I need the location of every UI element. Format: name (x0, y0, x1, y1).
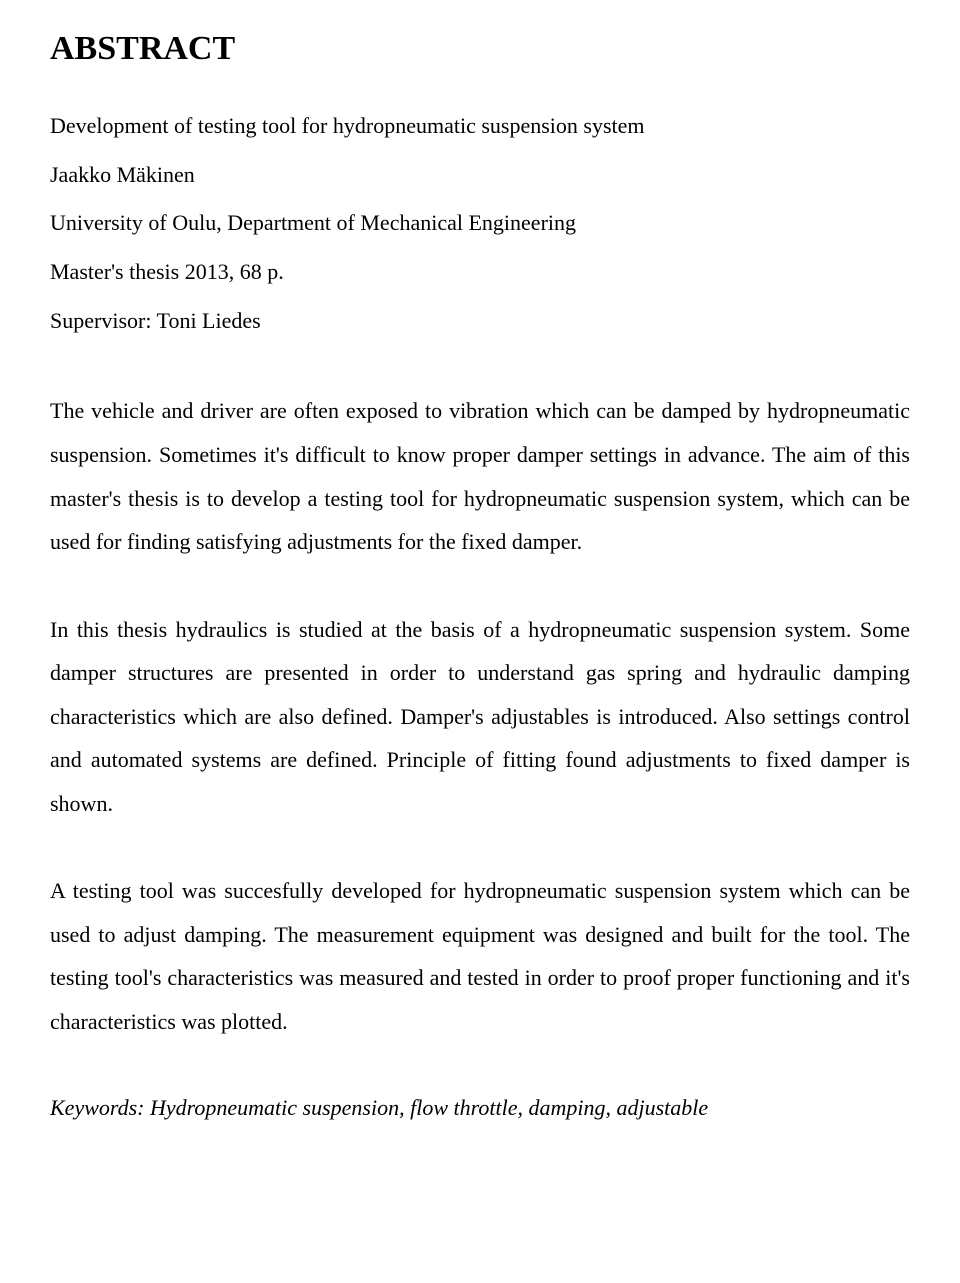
abstract-paragraph-1: The vehicle and driver are often exposed… (50, 389, 910, 563)
author-name: Jaakko Mäkinen (50, 155, 910, 196)
thesis-title: Development of testing tool for hydropne… (50, 106, 910, 147)
affiliation: University of Oulu, Department of Mechan… (50, 203, 910, 244)
abstract-paragraph-3: A testing tool was succesfully developed… (50, 869, 910, 1043)
abstract-heading: ABSTRACT (50, 30, 910, 68)
abstract-paragraph-2: In this thesis hydraulics is studied at … (50, 608, 910, 826)
supervisor: Supervisor: Toni Liedes (50, 301, 910, 342)
thesis-info: Master's thesis 2013, 68 p. (50, 252, 910, 293)
keywords: Keywords: Hydropneumatic suspension, flo… (50, 1088, 910, 1129)
